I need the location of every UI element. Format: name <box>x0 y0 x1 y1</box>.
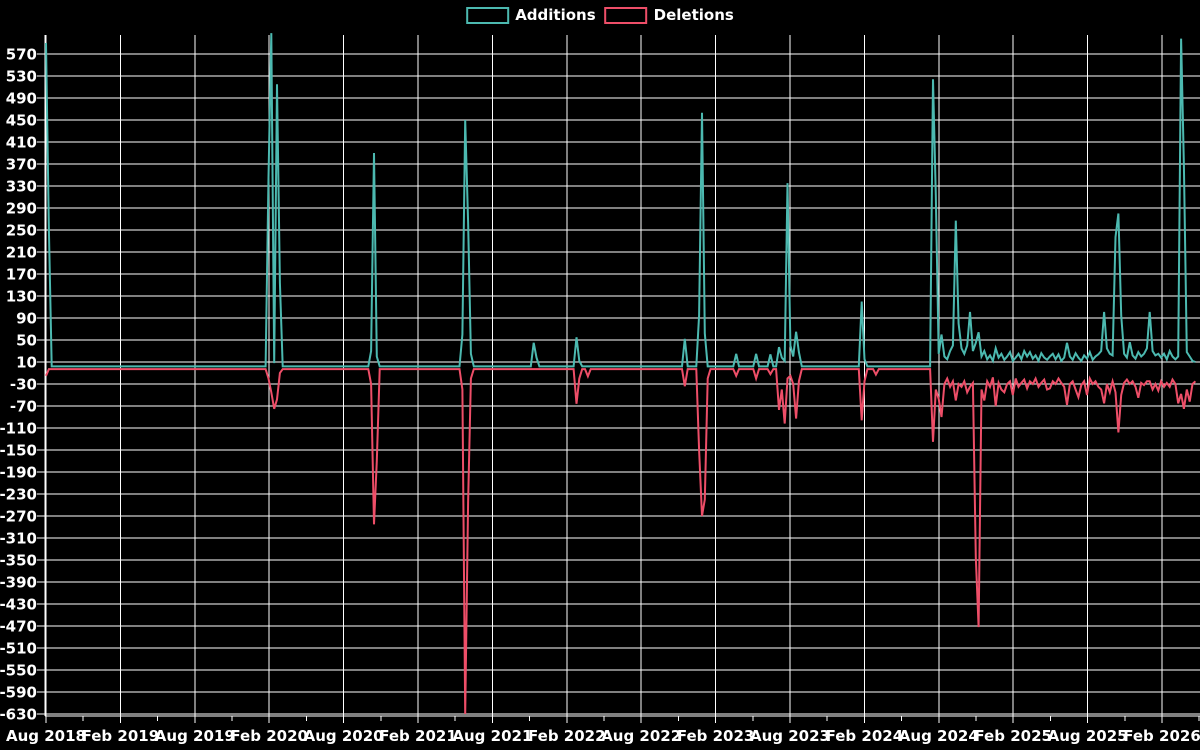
x-tick-label: Feb 2019 <box>82 727 160 745</box>
y-tick-label: -470 <box>0 618 37 636</box>
x-tick-label: Aug 2021 <box>452 727 532 745</box>
y-tick-label: -310 <box>0 530 37 548</box>
y-tick-label: -150 <box>0 442 37 460</box>
y-tick-label: -510 <box>0 640 37 658</box>
legend-item-additions[interactable]: Additions <box>466 6 596 24</box>
y-tick-label: 490 <box>6 90 37 108</box>
y-tick-label: 50 <box>16 332 37 350</box>
deletions-swatch-icon <box>604 7 648 24</box>
x-tick-label: Aug 2025 <box>1048 727 1128 745</box>
legend-label-additions: Additions <box>515 6 596 24</box>
y-tick-label: -230 <box>0 486 37 504</box>
x-tick-label: Aug 2023 <box>750 727 830 745</box>
x-tick-label: Aug 2020 <box>304 727 384 745</box>
y-tick-label: -630 <box>0 706 37 724</box>
y-tick-label: 530 <box>6 68 37 86</box>
y-tick-label: -550 <box>0 662 37 680</box>
y-tick-label: 290 <box>6 200 37 218</box>
y-tick-label: 10 <box>16 354 37 372</box>
deletions-line <box>45 368 1197 715</box>
legend-label-deletions: Deletions <box>653 6 734 24</box>
additions-line <box>45 33 1196 368</box>
y-tick-label: -350 <box>0 552 37 570</box>
x-tick-label: Feb 2026 <box>1123 727 1200 745</box>
x-tick-label: Aug 2022 <box>601 727 681 745</box>
chart-legend: Additions Deletions <box>466 7 734 24</box>
y-tick-label: 90 <box>16 310 37 328</box>
x-tick-label: Feb 2022 <box>528 727 606 745</box>
y-tick-label: -30 <box>10 376 37 394</box>
y-tick-label: 170 <box>6 266 37 284</box>
y-tick-label: -190 <box>0 464 37 482</box>
y-tick-label: -590 <box>0 684 37 702</box>
y-tick-label: -110 <box>0 420 37 438</box>
y-tick-label: -430 <box>0 596 37 614</box>
x-tick-label: Feb 2020 <box>230 727 308 745</box>
x-tick-label: Aug 2018 <box>6 727 86 745</box>
x-tick-label: Feb 2024 <box>826 727 904 745</box>
x-tick-label: Aug 2024 <box>899 727 979 745</box>
y-tick-label: -390 <box>0 574 37 592</box>
y-tick-label: 130 <box>6 288 37 306</box>
x-tick-label: Aug 2019 <box>155 727 235 745</box>
y-tick-label: 450 <box>6 112 37 130</box>
x-tick-label: Feb 2023 <box>677 727 755 745</box>
y-tick-label: 210 <box>6 244 37 262</box>
legend-item-deletions[interactable]: Deletions <box>604 6 734 24</box>
y-tick-label: 250 <box>6 222 37 240</box>
y-tick-label: -270 <box>0 508 37 526</box>
y-tick-label: 370 <box>6 156 37 174</box>
y-tick-label: -70 <box>10 398 37 416</box>
y-tick-label: 570 <box>6 46 37 64</box>
additions-swatch-icon <box>466 7 510 24</box>
x-tick-label: Feb 2025 <box>974 727 1052 745</box>
x-tick-label: Feb 2021 <box>379 727 457 745</box>
y-tick-label: 330 <box>6 178 37 196</box>
y-tick-label: 410 <box>6 134 37 152</box>
